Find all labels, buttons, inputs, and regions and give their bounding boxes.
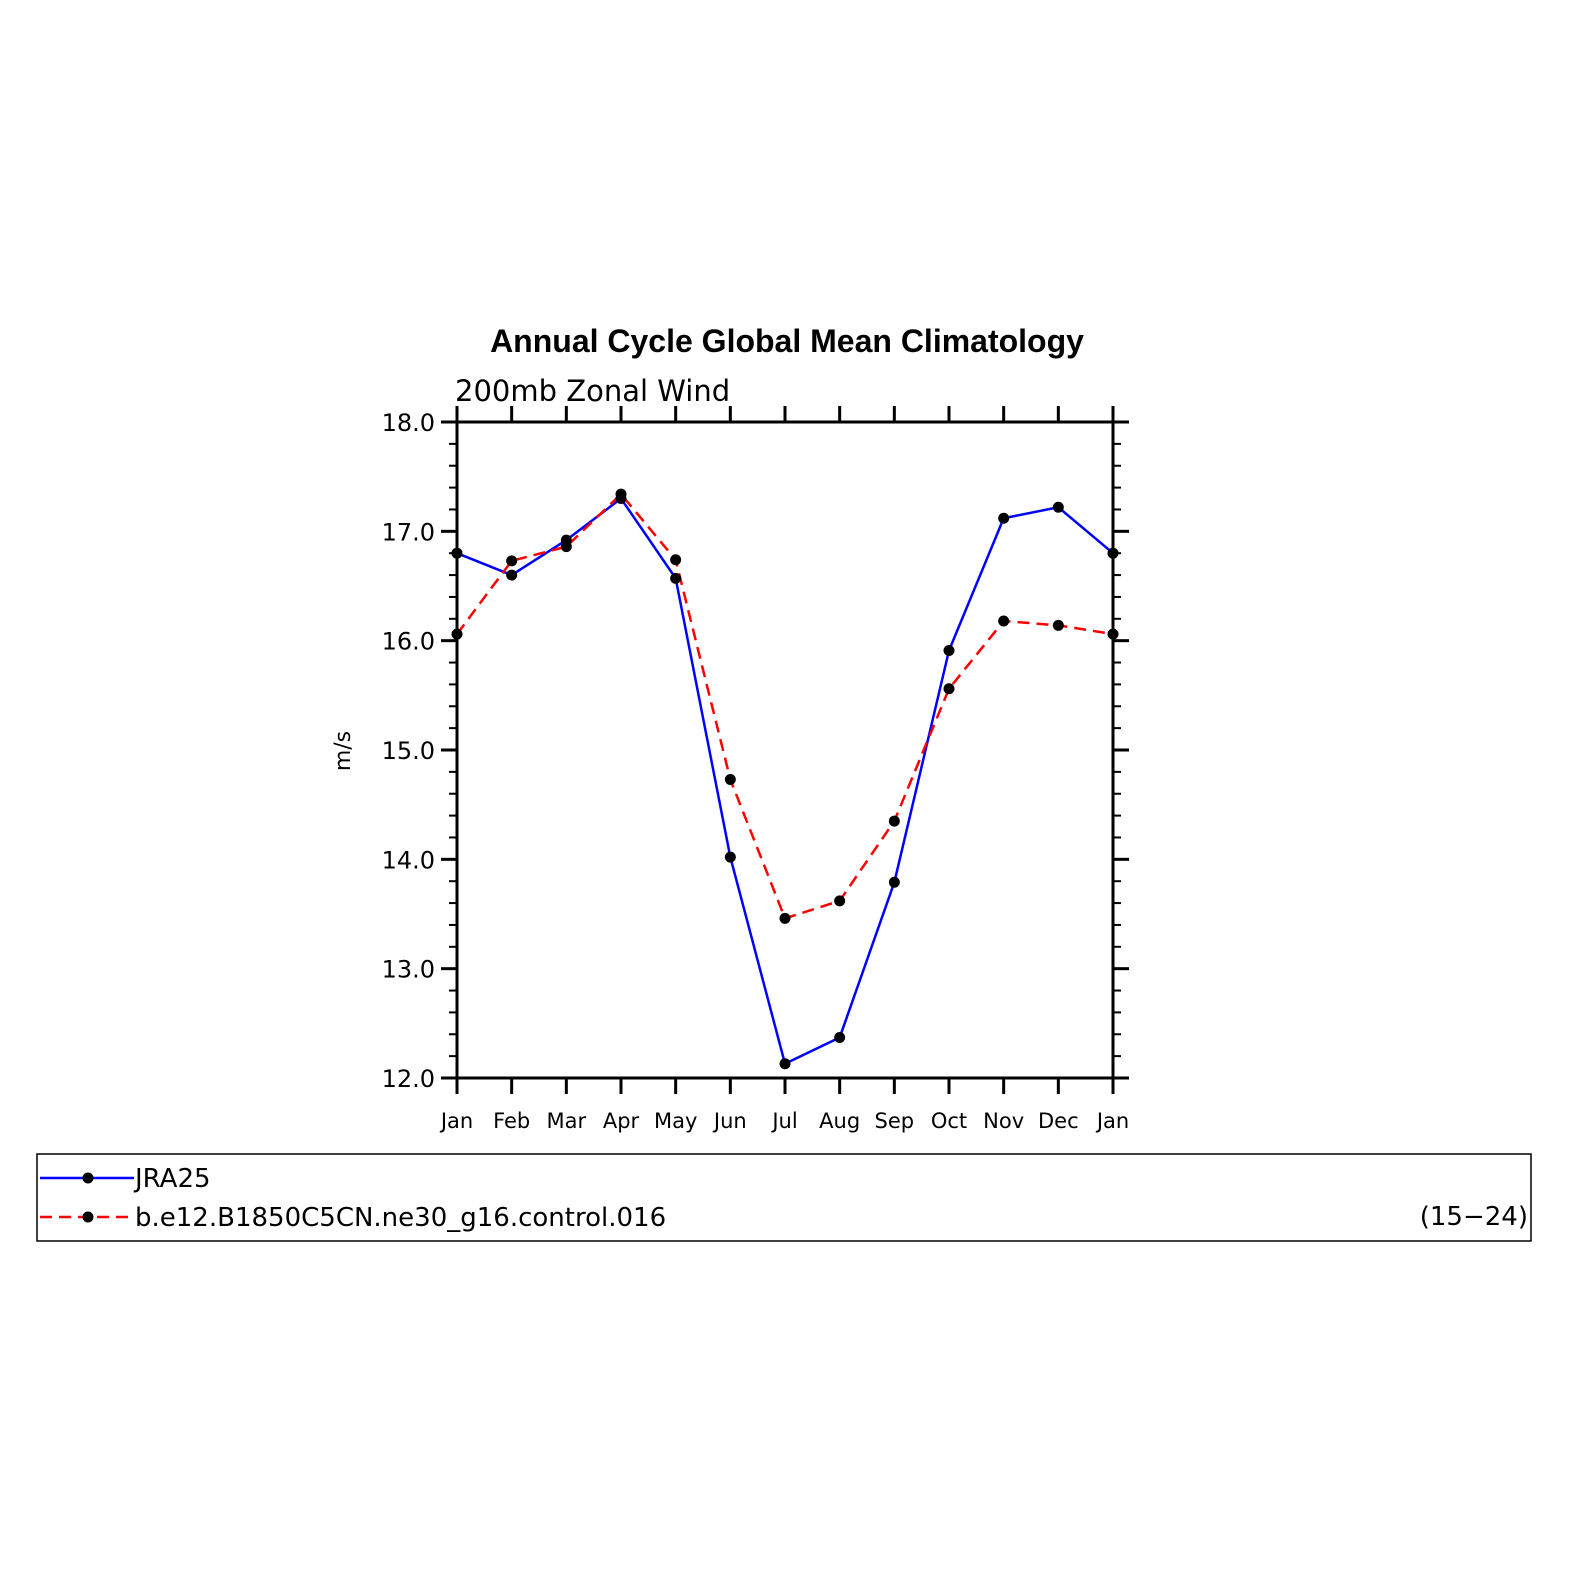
data-point-series-2	[506, 555, 518, 567]
series-line-2	[455, 492, 1114, 920]
data-point-series-1	[779, 1058, 791, 1070]
data-point-series-1	[998, 512, 1010, 524]
data-point-series-1	[1052, 501, 1064, 513]
legend: JRA25 b.e12.B1850C5CN.ne30_g16.control.01…	[40, 1164, 666, 1233]
data-point-series-1	[724, 851, 736, 863]
x-tick-label: May	[654, 1109, 697, 1133]
legend-marker-2	[82, 1211, 94, 1223]
x-tick-label: Feb	[493, 1109, 530, 1133]
x-tick-label: Aug	[819, 1109, 860, 1133]
data-point-series-2	[834, 895, 846, 907]
data-point-series-1	[834, 1032, 846, 1044]
y-tick-labels: 12.0 13.0 14.0 15.0 16.0 17.0 18.0	[382, 409, 435, 1093]
legend-marker-1	[82, 1172, 94, 1184]
chart-title: Annual Cycle Global Mean Climatology	[490, 323, 1084, 359]
y-axis-label: m/s	[331, 731, 356, 771]
x-tick-label: Sep	[875, 1109, 915, 1133]
legend-label-2: b.e12.B1850C5CN.ne30_g16.control.016	[135, 1203, 666, 1233]
data-point-series-1	[506, 569, 518, 581]
y-tick-label: 18.0	[382, 409, 435, 437]
y-tick-label: 15.0	[382, 737, 435, 765]
x-tick-label: Jun	[712, 1109, 747, 1133]
data-point-series-1	[943, 645, 955, 657]
legend-note: (15−24)	[1420, 1202, 1528, 1232]
data-point-series-2	[615, 488, 627, 500]
chart-subtitle: 200mb Zonal Wind	[455, 374, 730, 408]
x-tick-label: Oct	[931, 1109, 967, 1133]
data-point-series-1	[888, 876, 900, 888]
x-tick-label: Jan	[439, 1109, 473, 1133]
legend-box	[36, 1153, 1532, 1242]
y-tick-label: 13.0	[382, 956, 435, 984]
data-point-series-2	[888, 815, 900, 827]
y-tick-label: 14.0	[382, 846, 435, 874]
x-tick-label: Apr	[603, 1109, 640, 1133]
y-tick-label: 16.0	[382, 628, 435, 656]
x-tick-labels: Jan Feb Mar Apr May Jun Jul Aug Sep Oct Nov Dec Jan	[439, 1109, 1129, 1133]
x-tick-label: Jul	[770, 1109, 797, 1133]
data-point-series-2	[1052, 619, 1064, 631]
data-point-series-2	[998, 615, 1010, 627]
data-point-series-2	[779, 912, 791, 924]
series-layer	[451, 488, 1119, 1070]
data-point-series-2	[560, 541, 572, 553]
x-tick-label: Mar	[547, 1109, 587, 1133]
legend-label-1: JRA25	[133, 1164, 211, 1194]
plot-frame	[455, 420, 1115, 1080]
axis-ticks	[441, 406, 1129, 1094]
series-line-1	[456, 497, 1114, 1066]
x-tick-label: Dec	[1038, 1109, 1079, 1133]
data-point-series-2	[724, 774, 736, 786]
x-tick-label: Jan	[1095, 1109, 1129, 1133]
data-point-series-2	[670, 554, 682, 566]
y-tick-label: 12.0	[382, 1065, 435, 1093]
x-tick-label: Nov	[983, 1109, 1024, 1133]
data-point-series-2	[943, 683, 955, 695]
y-tick-label: 17.0	[382, 518, 435, 546]
data-point-series-1	[670, 572, 682, 584]
